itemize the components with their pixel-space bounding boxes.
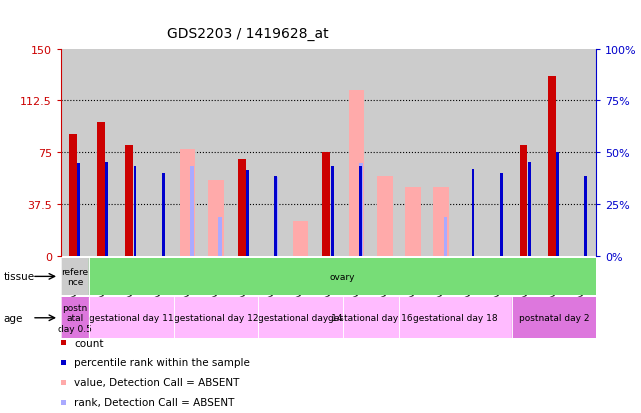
Bar [359,166,362,256]
Bar [444,218,447,256]
Bar [472,169,474,256]
Bar [180,150,196,256]
Bar [77,164,80,256]
Bar [69,135,77,256]
Bar [97,123,105,256]
Bar [174,297,258,339]
Bar [399,297,512,339]
Text: age: age [3,313,22,323]
Text: percentile rank within the sample: percentile rank within the sample [74,358,250,368]
Bar [359,164,363,256]
Bar [528,162,531,256]
Text: value, Detection Call = ABSENT: value, Detection Call = ABSENT [74,377,239,387]
Bar [61,297,89,339]
Bar [274,176,278,256]
Text: gestational day 12: gestational day 12 [174,313,258,323]
Bar [219,218,222,256]
Bar [238,160,246,256]
Bar [246,171,249,256]
Text: gestational day 11: gestational day 11 [89,313,174,323]
Text: gestational day 14: gestational day 14 [258,313,342,323]
Bar [190,166,194,256]
Bar [512,297,596,339]
Bar [258,297,342,339]
Bar [500,173,503,256]
Bar [331,166,333,256]
Bar [547,77,556,256]
Text: count: count [74,338,103,348]
Text: refere
nce: refere nce [62,267,88,286]
Bar [433,187,449,256]
Bar [105,162,108,256]
Text: postnatal day 2: postnatal day 2 [519,313,589,323]
Bar [377,176,392,256]
Bar [519,146,528,256]
Bar [292,222,308,256]
Bar [275,178,278,256]
Bar [342,297,399,339]
Bar [133,166,137,256]
Bar [162,173,165,256]
Text: ovary: ovary [330,272,355,281]
Bar [405,187,420,256]
Bar [349,91,365,256]
Bar [322,153,330,256]
Bar [585,176,587,256]
Bar [208,180,224,256]
Bar [556,153,559,256]
Text: GDS2203 / 1419628_at: GDS2203 / 1419628_at [167,27,329,41]
Bar [89,297,174,339]
Text: gestational day 18: gestational day 18 [413,313,497,323]
Text: tissue: tissue [3,272,35,282]
Bar [61,258,89,295]
Text: gestational day 16: gestational day 16 [328,313,413,323]
Bar [125,146,133,256]
Text: postn
atal
day 0.5: postn atal day 0.5 [58,303,92,333]
Text: rank, Detection Call = ABSENT: rank, Detection Call = ABSENT [74,397,235,407]
